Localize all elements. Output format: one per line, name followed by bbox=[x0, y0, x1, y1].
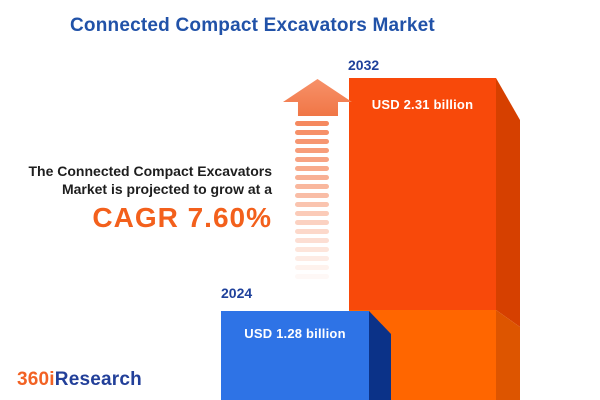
arrow-stripe bbox=[295, 193, 329, 198]
bar-2032-side bbox=[496, 78, 520, 400]
value-label-2032: USD 2.31 billion bbox=[371, 97, 474, 112]
arrow-stripe bbox=[295, 265, 329, 270]
arrow-stripe bbox=[295, 247, 329, 252]
arrow-stripe bbox=[295, 175, 329, 180]
arrow-stripe bbox=[295, 238, 329, 243]
arrow-stripe bbox=[295, 229, 329, 234]
arrow-stripe bbox=[295, 256, 329, 261]
arrow-stripe bbox=[295, 220, 329, 225]
arrow-stripe bbox=[295, 130, 329, 135]
arrow-stripes bbox=[295, 121, 329, 292]
annotation-line2: Market is projected to grow at a bbox=[61, 181, 272, 197]
year-label-2032: 2032 bbox=[348, 57, 380, 73]
page-title: Connected Compact Excavators Market bbox=[70, 15, 435, 36]
bar-2024-face bbox=[221, 311, 369, 400]
arrow-stripe bbox=[295, 157, 329, 162]
cagr-value: CAGR 7.60% bbox=[92, 202, 272, 233]
bar-2032-side-lower bbox=[496, 310, 520, 400]
bar-2032-side-upper bbox=[496, 78, 520, 327]
logo-suffix: Research bbox=[54, 369, 142, 390]
year-label-2024: 2024 bbox=[221, 285, 253, 301]
arrow-stripe bbox=[295, 274, 329, 279]
arrow-stripe bbox=[295, 202, 329, 207]
arrow-stripe bbox=[295, 184, 329, 189]
arrow-stripe bbox=[295, 283, 329, 288]
arrow-stripe bbox=[295, 211, 329, 216]
arrow-stripe bbox=[295, 148, 329, 153]
brand-logo: 360iResearch bbox=[17, 369, 142, 391]
annotation-line1: The Connected Compact Excavators bbox=[28, 163, 272, 179]
arrow-stripe bbox=[295, 139, 329, 144]
growth-arrow-icon bbox=[283, 79, 352, 116]
logo-prefix: 360i bbox=[17, 369, 55, 390]
arrow-stripe bbox=[295, 121, 329, 126]
arrow-stripe bbox=[295, 166, 329, 171]
bar-2024-side bbox=[369, 311, 391, 400]
annotation-text: The Connected Compact Excavators Market … bbox=[0, 162, 272, 198]
value-label-2024: USD 1.28 billion bbox=[244, 326, 346, 341]
